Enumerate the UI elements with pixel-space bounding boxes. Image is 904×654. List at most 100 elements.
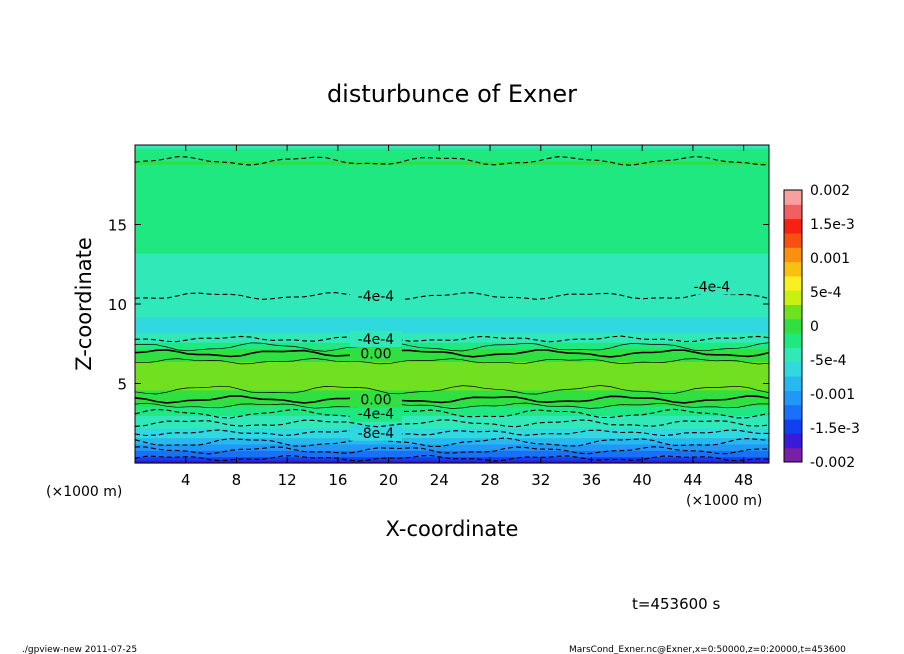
field-band bbox=[135, 415, 769, 420]
field-band bbox=[135, 310, 769, 315]
colorbar-swatch bbox=[784, 261, 802, 277]
field-band bbox=[135, 377, 769, 381]
contour-label: 0.00 bbox=[360, 346, 391, 362]
field-band bbox=[135, 358, 769, 362]
field-band bbox=[135, 249, 769, 254]
field-band bbox=[135, 189, 769, 194]
field-band bbox=[135, 354, 769, 359]
x-unit-label-right: (×1000 m) bbox=[686, 493, 762, 509]
x-tick-label: 32 bbox=[531, 471, 550, 489]
time-label: t=453600 s bbox=[632, 595, 720, 613]
field-band bbox=[135, 326, 769, 331]
contour-lines: -8e-4-4e-40.000.00-4e-4-4e-4-4e-4 bbox=[134, 155, 770, 462]
x-tick-label: 36 bbox=[582, 471, 601, 489]
field-band bbox=[135, 380, 769, 385]
field-band bbox=[135, 230, 769, 235]
field-band bbox=[135, 342, 769, 346]
field-band bbox=[135, 424, 769, 429]
contour-line bbox=[134, 155, 770, 166]
colorbar-swatch bbox=[784, 318, 802, 334]
field-band bbox=[135, 297, 769, 302]
contour-line bbox=[134, 402, 770, 409]
field-band bbox=[135, 173, 769, 178]
contour-label: -4e-4 bbox=[358, 289, 395, 305]
field-band bbox=[135, 364, 769, 369]
field-band bbox=[135, 154, 769, 159]
x-tick-label: 48 bbox=[734, 471, 753, 489]
contour-line bbox=[134, 408, 770, 419]
field-band bbox=[135, 243, 769, 248]
contour-label-bg bbox=[349, 288, 402, 305]
colorbar-swatch bbox=[784, 433, 802, 449]
colorbar-swatch bbox=[784, 204, 802, 220]
field-band bbox=[135, 294, 769, 299]
colorbar-label: -1.5e-3 bbox=[810, 421, 860, 437]
contour-line bbox=[134, 419, 770, 428]
colorbar-swatch bbox=[784, 347, 802, 363]
field-band bbox=[135, 218, 769, 222]
x-tick-label: 8 bbox=[232, 471, 242, 489]
field-band bbox=[135, 167, 769, 172]
colorbar-swatch bbox=[784, 275, 802, 291]
colorbar-label: 0 bbox=[810, 319, 819, 335]
field-band bbox=[135, 450, 769, 455]
field-band bbox=[135, 208, 769, 213]
colorbar: 0.002 1.5e-3 0.001 5e-4 0 -5e-4 -0.001 -1.5e-3 -… bbox=[783, 183, 860, 471]
colorbar-swatches bbox=[784, 190, 802, 463]
x-tick-label: 20 bbox=[379, 471, 398, 489]
field-band bbox=[135, 335, 769, 340]
field-band bbox=[135, 145, 769, 149]
field-band bbox=[135, 183, 769, 187]
x-tick-label: 16 bbox=[328, 471, 347, 489]
field-band bbox=[135, 262, 769, 267]
colorbar-label: -5e-4 bbox=[810, 353, 847, 369]
colorbar-swatch bbox=[784, 290, 802, 306]
colorbar-swatch bbox=[784, 447, 802, 463]
colorbar-label: 0.002 bbox=[810, 183, 850, 199]
contour-label: 0.00 bbox=[360, 392, 391, 408]
field-band bbox=[135, 383, 769, 388]
field-band bbox=[135, 246, 769, 251]
field-band bbox=[135, 453, 769, 458]
y-axis-label: Z-coordinate bbox=[72, 237, 96, 371]
field-band bbox=[135, 278, 769, 283]
field-band bbox=[135, 221, 769, 226]
y-tick-label: 10 bbox=[108, 296, 127, 314]
colorbar-swatch bbox=[784, 376, 802, 391]
field-band bbox=[135, 275, 769, 280]
footer-right: MarsCond_Exner.nc@Exner,x=0:50000,z=0:20… bbox=[569, 645, 846, 654]
colorbar-labels: 0.002 1.5e-3 0.001 5e-4 0 -5e-4 -0.001 -1.5e-3 -… bbox=[810, 183, 860, 471]
field-band bbox=[135, 202, 769, 207]
field-band bbox=[135, 304, 769, 308]
contour-line bbox=[134, 446, 769, 455]
field-band bbox=[135, 265, 769, 270]
contour-label: -4e-4 bbox=[694, 280, 731, 296]
y-tick-label: 15 bbox=[108, 217, 127, 235]
contour-line bbox=[134, 429, 769, 437]
field-band bbox=[135, 329, 769, 334]
field-band bbox=[135, 418, 769, 423]
field-band bbox=[135, 224, 769, 229]
field-band bbox=[135, 386, 769, 391]
field-band bbox=[135, 332, 769, 337]
colorbar-swatch bbox=[784, 247, 802, 263]
field-band bbox=[135, 272, 769, 276]
field-band bbox=[135, 370, 769, 375]
colorbar-swatch bbox=[784, 404, 802, 420]
field-band bbox=[135, 443, 769, 448]
field-band bbox=[135, 319, 769, 324]
field-band bbox=[135, 164, 769, 168]
field-band bbox=[135, 170, 769, 175]
contour-line bbox=[134, 349, 770, 358]
field-band bbox=[135, 211, 769, 216]
field-band bbox=[135, 428, 769, 432]
field-band bbox=[135, 256, 769, 261]
field-band bbox=[135, 402, 769, 407]
contour-label-bg bbox=[349, 391, 402, 408]
contour-line bbox=[134, 454, 770, 462]
field-band bbox=[135, 179, 769, 184]
x-tick-label: 44 bbox=[683, 471, 702, 489]
field-band bbox=[135, 214, 769, 219]
x-unit-label-left: (×1000 m) bbox=[46, 484, 122, 500]
